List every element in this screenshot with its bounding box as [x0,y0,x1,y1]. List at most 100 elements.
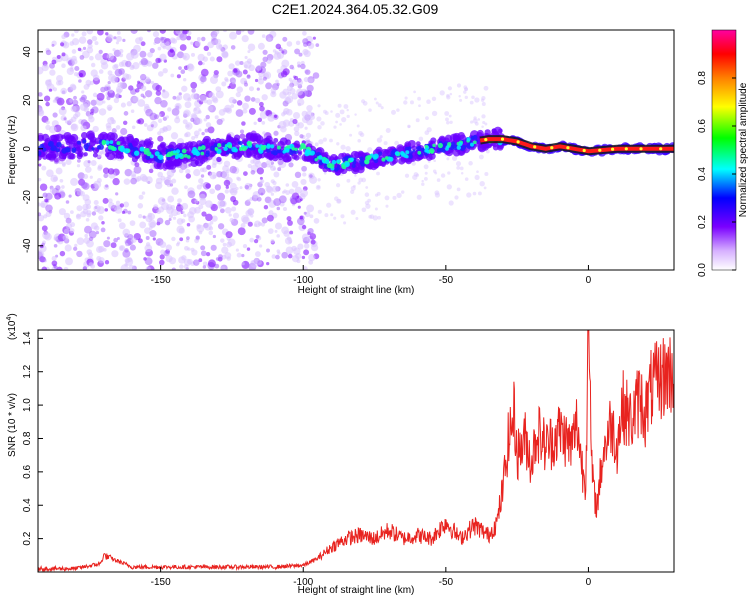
spectral-dot [336,198,341,203]
spectral-dot [179,32,188,41]
spectral-dot [303,211,307,215]
spectral-dot [315,43,320,47]
spectral-dot [276,206,281,211]
spectral-dot [106,53,114,61]
spectral-dot [230,45,236,50]
spectral-dot [94,53,103,61]
spectral-dot [470,136,475,141]
spectral-dot [144,103,150,110]
spectral-dot [304,69,311,75]
spectral-dot [70,177,79,186]
spectral-dot [464,177,469,181]
x-tick-label: -50 [439,577,454,588]
spectrogram-y-ticks: -40 -20 0 20 40 [22,46,43,253]
snr-x-label: Height of straight line (km) [298,585,415,596]
spectral-dot [123,148,130,154]
spectral-dot [62,234,69,241]
ridge-peak-dot [516,140,520,144]
spectral-dot [417,150,422,155]
spectral-dot [65,223,73,230]
spectral-dot [354,113,357,116]
spectral-dot [267,114,275,122]
spectral-dot [229,31,237,40]
spectral-dot [60,87,68,95]
spectral-dot [396,192,402,199]
spectrogram-x-label: Height of straight line (km) [298,285,415,296]
spectral-dot [434,190,440,196]
spectral-dot [407,140,416,148]
spectral-dot [78,69,86,78]
spectral-dot [137,118,145,125]
spectral-dot [256,167,265,175]
spectral-dot [111,128,117,134]
spectral-dot [208,92,215,99]
spectral-dot [69,133,79,143]
spectral-dot [204,128,209,133]
spectral-dot [115,125,121,130]
spectral-dot [190,93,198,100]
spectral-dot [289,80,294,84]
spectral-dot [98,49,103,55]
spectral-dot [184,101,192,109]
spectral-dot [282,36,288,42]
spectral-dot [168,214,173,219]
spectral-dot [112,177,120,186]
spectral-dot [288,162,294,168]
spectral-dot [91,35,98,42]
spectral-dot [190,117,195,122]
spectral-dot [336,166,340,171]
spectral-dot [209,188,216,195]
y-tick-label: -40 [22,238,33,253]
spectral-dot [433,159,436,162]
spectral-dot [235,70,243,78]
spectral-dot [326,202,332,208]
spectral-dot [148,168,154,174]
spectral-dot [273,114,278,119]
spectral-dot [107,198,113,204]
spectral-dot [358,131,363,136]
spectral-dot [100,62,109,70]
spectral-dot [282,206,288,212]
spectral-dot [297,98,305,106]
spectral-dot [84,198,92,206]
spectral-dot [96,92,105,101]
spectral-dot [205,213,213,222]
spectral-dot [463,90,467,94]
spectral-dot [254,220,261,228]
spectral-dot [270,87,277,94]
spectral-dot [275,254,280,260]
spectral-dot [294,75,298,80]
spectral-dot [298,155,303,160]
spectral-dot [302,42,308,47]
spectral-dot [131,64,135,69]
spectral-dot [263,137,272,146]
spectral-dot [222,242,227,247]
spectral-dot [273,130,279,136]
spectral-dot [90,222,98,230]
spectral-dot [266,148,271,153]
spectral-dot [300,63,306,70]
spectral-dot [104,208,109,212]
spectral-dot [174,102,182,111]
spectral-dot [214,184,222,191]
spectral-dot [105,140,110,145]
spectral-dot [270,144,275,149]
spectral-dot [365,186,369,189]
spectral-dot [101,221,105,225]
spectral-dot [354,174,357,177]
spectral-dot [345,145,351,152]
spectral-dot [431,110,438,117]
spectral-dot [257,187,266,196]
spectral-dot [301,165,307,172]
spectral-dot [200,245,206,251]
spectral-dot [126,101,132,107]
spectral-dot [85,166,92,173]
spectral-dot [228,213,232,217]
spectral-dot [201,211,207,217]
spectral-dot [210,244,217,251]
spectral-dot [152,62,159,69]
spectral-dot [76,205,83,212]
y-tick-label: 0.4 [22,498,33,512]
spectral-dot [190,159,199,167]
spectral-dot [179,237,184,242]
